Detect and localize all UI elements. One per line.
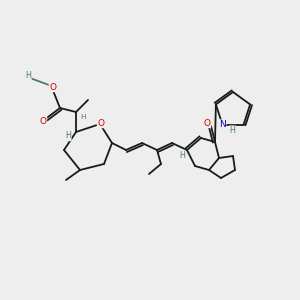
Text: O: O [50, 82, 56, 91]
Text: O: O [203, 118, 211, 127]
Text: N: N [219, 120, 226, 129]
Text: H: H [80, 114, 86, 120]
Text: H: H [179, 152, 185, 160]
Text: H: H [65, 131, 71, 140]
Text: O: O [98, 118, 104, 127]
Text: H: H [230, 126, 236, 135]
Text: O: O [40, 116, 46, 125]
Text: H: H [25, 71, 31, 80]
